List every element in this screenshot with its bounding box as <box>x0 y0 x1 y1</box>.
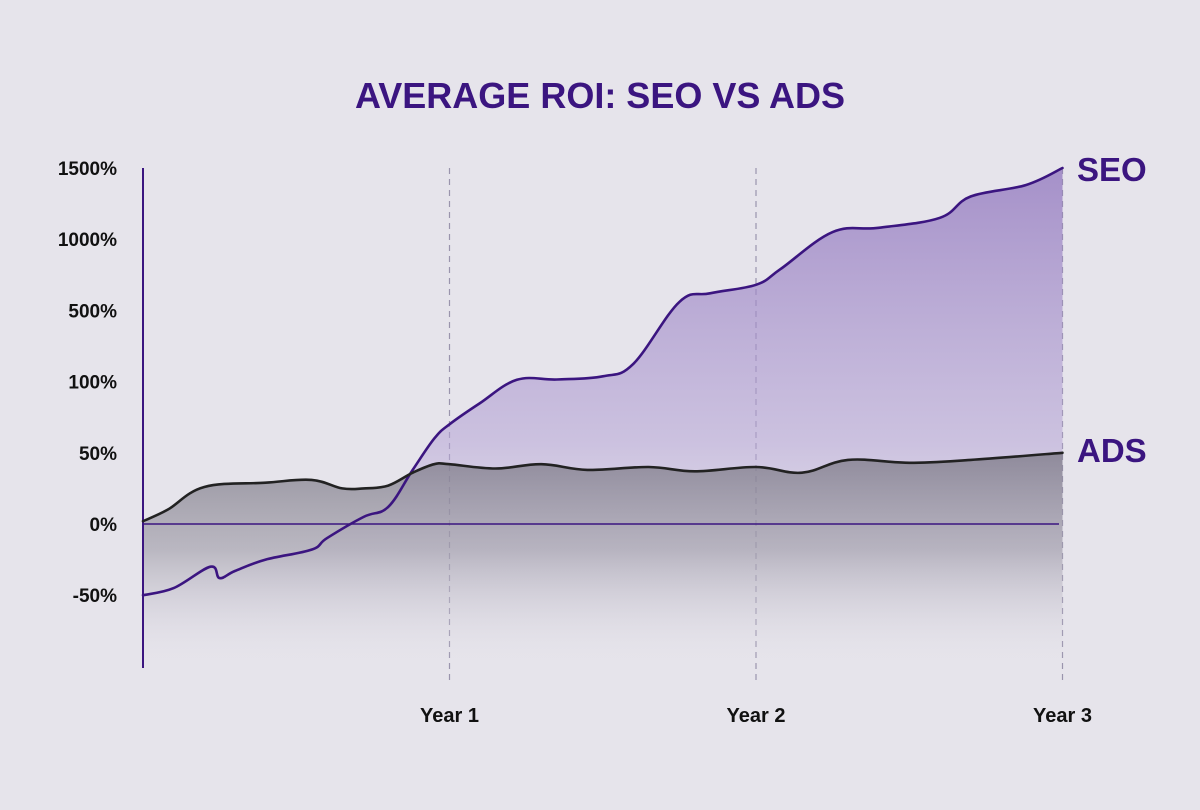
y-tick-label: 50% <box>79 444 117 465</box>
y-tick-label: 500% <box>68 301 117 322</box>
y-tick-label: -50% <box>73 586 117 607</box>
line-seo <box>141 166 1064 597</box>
x-tick-label: Year 1 <box>420 705 479 727</box>
y-tick-label: 1500% <box>58 159 117 180</box>
x-tick-labels: Year 1 Year 2 Year 3 <box>420 705 1092 727</box>
y-tick-label: 1000% <box>58 230 117 251</box>
series-label-seo: SEO <box>1077 151 1147 188</box>
area-ads <box>143 452 1063 668</box>
x-tick-label: Year 3 <box>1033 705 1092 727</box>
line-layer <box>141 166 1064 597</box>
x-tick-label: Year 2 <box>727 705 786 727</box>
area-layer <box>143 168 1063 668</box>
y-tick-label: 0% <box>90 515 118 536</box>
series-label-ads: ADS <box>1077 432 1147 469</box>
chart-title: AVERAGE ROI: SEO VS ADS <box>355 75 845 116</box>
y-tick-labels: 1500% 1000% 500% 100% 50% 0% -50% <box>58 159 117 607</box>
line-ads <box>141 451 1064 523</box>
y-tick-label: 100% <box>68 373 117 394</box>
axis-layer <box>142 168 1059 668</box>
series-labels: SEO ADS <box>1077 151 1147 469</box>
